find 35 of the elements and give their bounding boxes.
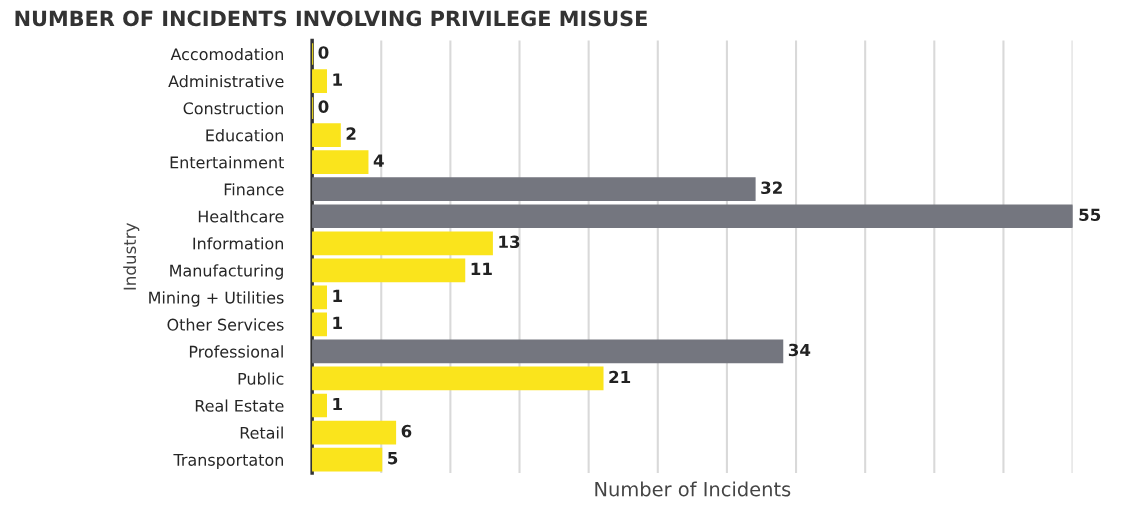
x-axis-title: Number of Incidents — [595, 481, 791, 497]
y-tick-label: Finance — [224, 183, 284, 196]
y-tick-label: Education — [206, 129, 283, 142]
y-tick-label: Professional — [189, 345, 283, 358]
y-tick-label: Transportaton — [173, 454, 283, 469]
y-tick-label: Public — [238, 372, 284, 385]
data-label: 32 — [761, 181, 782, 195]
data-label: 34 — [788, 343, 811, 357]
data-label: 55 — [1079, 208, 1101, 222]
y-tick-label: Construction — [183, 102, 283, 115]
data-label: 21 — [609, 370, 631, 384]
data-label: 0 — [318, 46, 329, 59]
y-tick-label: Other Services — [167, 318, 284, 331]
y-tick-label: Real Estate — [195, 399, 284, 412]
data-label: 1 — [333, 397, 342, 411]
y-tick-label: Administrative — [168, 74, 284, 88]
data-label: 5 — [388, 452, 398, 465]
chart-title: NUMBER OF INCIDENTS INVOLVING PRIVILEGE MISUSE — [15, 10, 647, 27]
y-axis-title: Industry — [123, 223, 140, 290]
data-label: 4 — [373, 154, 384, 167]
data-label: 13 — [499, 235, 520, 249]
y-tick-label: Mining + Utilities — [149, 291, 284, 307]
data-label: 0 — [318, 100, 329, 113]
data-label: 1 — [333, 289, 342, 302]
y-tick-label: Retail — [240, 426, 283, 439]
y-tick-label: Healthcare — [198, 210, 284, 223]
data-label: 2 — [346, 127, 356, 140]
data-label: 11 — [471, 262, 492, 275]
y-tick-label: Manufacturing — [170, 264, 283, 280]
data-label: 1 — [333, 316, 342, 329]
y-tick-label: Accomodation — [170, 47, 283, 61]
data-label: 1 — [333, 73, 342, 86]
y-tick-label: Entertainment — [170, 156, 284, 169]
data-label: 6 — [401, 424, 412, 438]
y-tick-label: Information — [193, 237, 283, 250]
